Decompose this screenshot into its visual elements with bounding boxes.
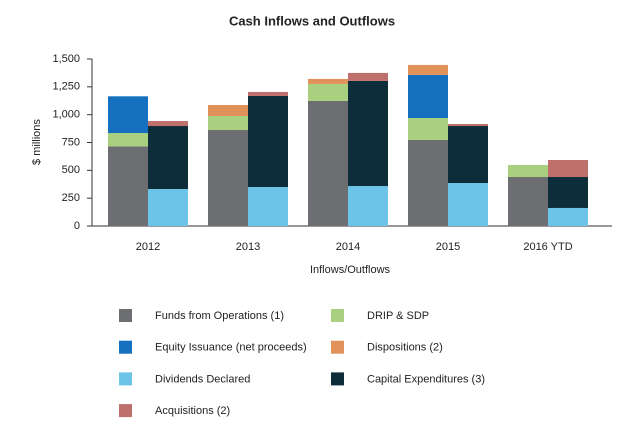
legend-swatch bbox=[119, 340, 132, 354]
y-tick-label: 1,000 bbox=[52, 109, 80, 121]
legend-label: Dividends Declared bbox=[155, 373, 250, 385]
bar-segment bbox=[408, 139, 448, 226]
bar-segment bbox=[108, 96, 148, 134]
legend-swatch bbox=[119, 372, 132, 386]
legend-swatch bbox=[331, 340, 344, 354]
bar-segment bbox=[208, 104, 248, 117]
x-tick-label: 2014 bbox=[336, 241, 360, 253]
bar-segment bbox=[508, 164, 548, 178]
y-tick-label: 1,250 bbox=[52, 81, 80, 93]
y-tick-label: 1,500 bbox=[52, 53, 80, 65]
legend-swatch bbox=[331, 372, 344, 386]
bar-segment bbox=[408, 74, 448, 119]
bar-segment bbox=[348, 186, 388, 226]
y-tick-label: 0 bbox=[74, 220, 80, 232]
legend-swatch bbox=[119, 404, 132, 418]
bar-segment bbox=[548, 159, 588, 178]
bar-segment bbox=[348, 80, 388, 187]
bar-segment bbox=[248, 187, 288, 226]
bar-segment bbox=[108, 146, 148, 226]
bar-segment bbox=[208, 116, 248, 131]
y-tick-label: 750 bbox=[62, 136, 80, 148]
bar-segment bbox=[448, 183, 488, 226]
bar-segment bbox=[448, 124, 488, 127]
bar-segment bbox=[308, 78, 348, 84]
bar-segment bbox=[248, 91, 288, 96]
bar-segment bbox=[148, 121, 188, 127]
legend-swatch bbox=[119, 309, 132, 322]
bar-segment bbox=[448, 126, 488, 184]
x-axis-title: Inflows/Outflows bbox=[310, 264, 391, 276]
bar-segment bbox=[308, 100, 348, 226]
bar-segment bbox=[408, 64, 448, 75]
bar-segment bbox=[148, 189, 188, 226]
y-tick-label: 250 bbox=[62, 192, 80, 204]
legend-swatch bbox=[331, 309, 344, 322]
legend-label: Capital Expenditures (3) bbox=[367, 373, 485, 385]
x-tick-label: 2013 bbox=[236, 241, 260, 253]
legend-label: Equity Issuance (net proceeds) bbox=[155, 342, 307, 354]
legend-label: Acquisitions (2) bbox=[155, 405, 230, 417]
y-axis-title: $ millions bbox=[31, 119, 43, 165]
bar-segment bbox=[548, 207, 588, 226]
y-tick-label: 500 bbox=[62, 164, 80, 176]
bar-segment bbox=[208, 130, 248, 226]
x-tick-label: 2016 YTD bbox=[523, 241, 572, 253]
legend-label: Funds from Operations (1) bbox=[155, 310, 284, 322]
bar-segment bbox=[248, 95, 288, 188]
legend-label: DRIP & SDP bbox=[367, 310, 429, 322]
x-tick-label: 2015 bbox=[436, 241, 460, 253]
bar-segment bbox=[548, 177, 588, 208]
bar-segment bbox=[148, 126, 188, 190]
legend-label: Dispositions (2) bbox=[367, 342, 443, 354]
bar-segment bbox=[408, 118, 448, 140]
bar-segment bbox=[308, 83, 348, 101]
x-tick-label: 2012 bbox=[136, 241, 160, 253]
bar-segment bbox=[108, 133, 148, 147]
bar-segment bbox=[508, 177, 548, 226]
bar-segment bbox=[348, 72, 388, 81]
chart-title: Cash Inflows and Outflows bbox=[229, 13, 395, 28]
